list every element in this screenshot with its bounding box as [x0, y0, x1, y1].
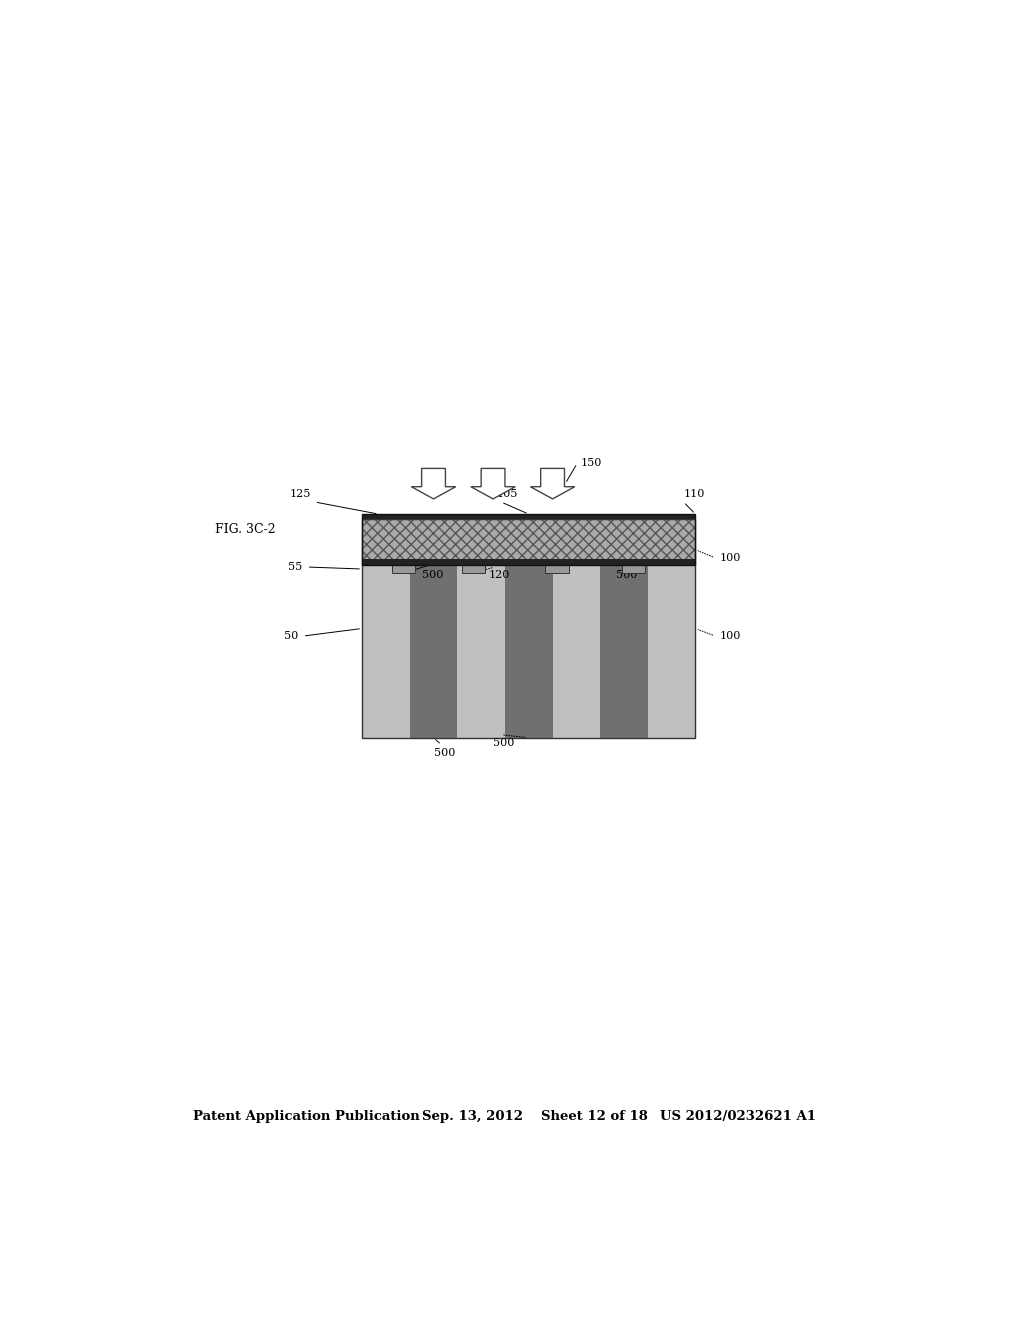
- Bar: [648, 519, 695, 738]
- Text: Sheet 12 of 18: Sheet 12 of 18: [541, 1110, 647, 1123]
- Text: 500: 500: [494, 738, 514, 748]
- Bar: [362, 513, 695, 565]
- Text: 55: 55: [289, 562, 303, 572]
- Text: 500: 500: [433, 748, 455, 758]
- Polygon shape: [412, 469, 456, 499]
- Bar: [546, 565, 568, 573]
- Polygon shape: [471, 469, 515, 499]
- Bar: [362, 513, 695, 519]
- Text: 120: 120: [489, 570, 510, 579]
- Text: 100: 100: [719, 553, 740, 562]
- Bar: [410, 519, 458, 738]
- Text: Patent Application Publication: Patent Application Publication: [194, 1110, 420, 1123]
- Text: 500: 500: [616, 570, 637, 579]
- Bar: [458, 519, 505, 738]
- Bar: [362, 519, 695, 738]
- Bar: [362, 519, 410, 738]
- Bar: [623, 565, 645, 573]
- Text: 125: 125: [289, 488, 310, 499]
- Bar: [505, 519, 553, 738]
- Bar: [600, 519, 648, 738]
- Text: 150: 150: [581, 458, 602, 469]
- Bar: [462, 565, 485, 573]
- Text: 50: 50: [285, 631, 299, 642]
- Text: 100: 100: [719, 631, 740, 642]
- Polygon shape: [530, 469, 574, 499]
- Text: 500: 500: [422, 570, 443, 579]
- Bar: [553, 519, 600, 738]
- Bar: [362, 558, 695, 565]
- Text: 105: 105: [497, 488, 518, 499]
- Bar: [392, 565, 416, 573]
- Text: 110: 110: [684, 488, 705, 499]
- Text: US 2012/0232621 A1: US 2012/0232621 A1: [659, 1110, 816, 1123]
- Text: FIG. 3C-2: FIG. 3C-2: [215, 523, 275, 536]
- Text: Sep. 13, 2012: Sep. 13, 2012: [422, 1110, 522, 1123]
- Bar: [362, 513, 695, 565]
- Bar: [362, 513, 695, 565]
